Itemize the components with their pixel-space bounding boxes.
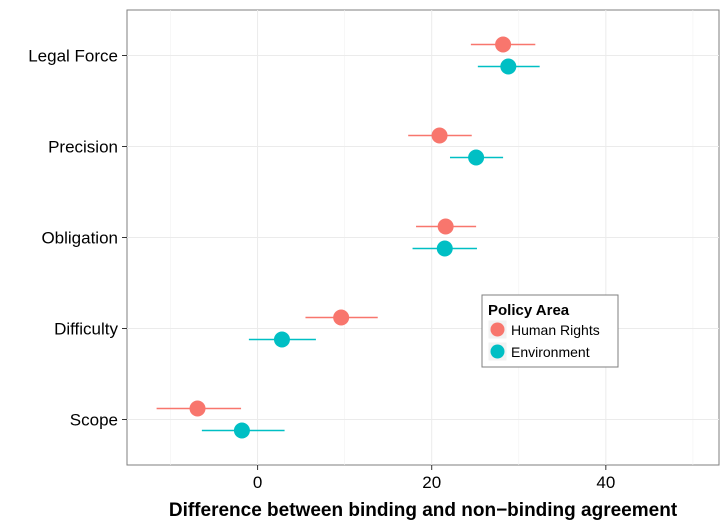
category-label: Difficulty	[54, 320, 118, 339]
category-label: Precision	[48, 138, 118, 157]
point-environment	[273, 331, 290, 348]
legend-dot-human-rights	[490, 322, 505, 337]
legend-label-environment: Environment	[511, 344, 590, 360]
point-human-rights	[333, 309, 350, 326]
point-human-rights	[189, 400, 206, 417]
major-grid	[127, 10, 719, 465]
category-label: Obligation	[41, 229, 118, 248]
x-tick-label: 0	[253, 473, 262, 492]
point-environment	[436, 240, 453, 257]
x-axis: 0 20 40	[253, 465, 615, 492]
x-tick-label: 40	[596, 473, 615, 492]
y-axis: Legal Force Precision Obligation Difficulty…	[28, 47, 127, 430]
legend-title: Policy Area	[488, 302, 570, 319]
point-human-rights	[495, 36, 512, 53]
data-marks	[156, 36, 540, 439]
point-human-rights	[431, 127, 448, 144]
x-axis-title: Difference between binding and non−bindi…	[169, 500, 678, 521]
category-label: Scope	[70, 411, 118, 430]
legend: Policy Area Human Rights Environment	[481, 294, 619, 368]
x-tick-label: 20	[422, 473, 441, 492]
point-human-rights	[437, 218, 454, 235]
point-environment	[500, 58, 517, 75]
legend-label-human-rights: Human Rights	[511, 322, 600, 338]
category-label: Legal Force	[28, 47, 118, 66]
legend-dot-environment	[490, 344, 505, 359]
point-environment	[233, 422, 250, 439]
point-environment	[468, 149, 485, 166]
